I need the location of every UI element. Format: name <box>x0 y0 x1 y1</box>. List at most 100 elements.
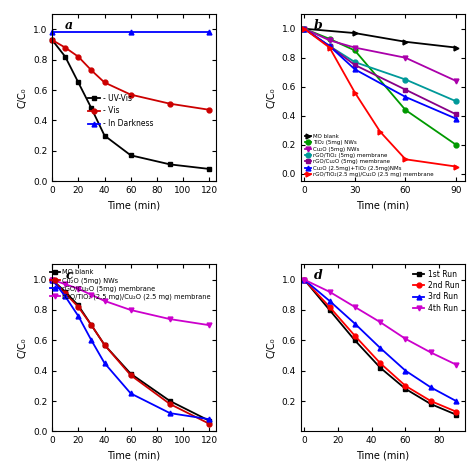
Cu₂O (2.5mg)+TiO₂ (2.5mg)NMs <box>327 43 332 49</box>
4th Run <box>402 336 408 342</box>
- UV-Vis <box>49 37 55 43</box>
MO blank <box>49 277 55 283</box>
Cu₂O (5mg) NWs <box>453 78 459 84</box>
- Vis <box>128 92 134 98</box>
rGO/Cu₂O (5mg) membrane <box>75 313 81 319</box>
rGO/TiO₂ (2.5 mg)/Cu₂O (2.5 mg) membrane <box>206 322 212 328</box>
rGO/TiO₂(2.5 mg)/Cu₂O (2.5 mg) membrane <box>301 26 307 32</box>
Legend: MO blank, Cu₂O (5mg) NWs, rGO/Cu₂O (5mg) membrane, rGO/TiO₂ (2.5 mg)/Cu₂O (2.5 m: MO blank, Cu₂O (5mg) NWs, rGO/Cu₂O (5mg)… <box>48 268 212 301</box>
Line: rGO/TiO₂ (5mg) membrane: rGO/TiO₂ (5mg) membrane <box>302 26 458 104</box>
X-axis label: Time (min): Time (min) <box>356 451 409 461</box>
2nd Run <box>377 360 383 366</box>
rGO/Cu₂O (5mg) membrane <box>301 26 307 32</box>
rGO/TiO₂ (5mg) membrane <box>453 99 459 104</box>
- Vis <box>101 80 107 85</box>
Line: rGO/TiO₂ (2.5 mg)/Cu₂O (2.5 mg) membrane: rGO/TiO₂ (2.5 mg)/Cu₂O (2.5 mg) membrane <box>50 277 212 328</box>
Line: rGO/TiO₂(2.5 mg)/Cu₂O (2.5 mg) membrane: rGO/TiO₂(2.5 mg)/Cu₂O (2.5 mg) membrane <box>302 26 458 169</box>
rGO/TiO₂ (5mg) membrane <box>352 59 358 65</box>
Cu₂O (2.5mg)+TiO₂ (2.5mg)NMs <box>402 94 408 100</box>
rGO/TiO₂(2.5 mg)/Cu₂O (2.5 mg) membrane <box>377 129 383 135</box>
4th Run <box>352 304 358 310</box>
2nd Run <box>428 398 434 404</box>
- UV-Vis <box>128 153 134 158</box>
MO blank <box>167 398 173 404</box>
rGO/TiO₂ (2.5 mg)/Cu₂O (2.5 mg) membrane <box>63 282 68 287</box>
Cu₂O (5mg) NWs <box>327 37 332 43</box>
4th Run <box>428 350 434 356</box>
Line: - UV-Vis: - UV-Vis <box>50 37 212 172</box>
Line: - Vis: - Vis <box>50 37 212 112</box>
Line: MO blank: MO blank <box>302 26 458 50</box>
rGO/TiO₂(2.5 mg)/Cu₂O (2.5 mg) membrane <box>327 45 332 50</box>
TiO₂ (5mg) NWs <box>402 107 408 113</box>
3rd Run <box>352 321 358 327</box>
X-axis label: Time (min): Time (min) <box>108 201 161 210</box>
rGO/TiO₂ (5mg) membrane <box>301 26 307 32</box>
TiO₂ (5mg) NWs <box>453 142 459 147</box>
- Vis <box>63 45 68 50</box>
Text: c: c <box>65 270 73 283</box>
MO blank <box>75 302 81 308</box>
2nd Run <box>352 333 358 338</box>
Text: d: d <box>314 270 323 283</box>
Cu₂O (5mg) NWs <box>89 322 94 328</box>
- Vis <box>206 107 212 113</box>
- In Darkness <box>128 29 134 35</box>
Cu₂O (5mg) NWs <box>352 45 358 50</box>
TiO₂ (5mg) NWs <box>352 48 358 54</box>
- In Darkness <box>49 29 55 35</box>
- UV-Vis <box>63 54 68 60</box>
MO blank <box>206 418 212 424</box>
rGO/TiO₂ (2.5 mg)/Cu₂O (2.5 mg) membrane <box>89 292 94 298</box>
rGO/TiO₂(2.5 mg)/Cu₂O (2.5 mg) membrane <box>352 90 358 95</box>
Line: 1st Run: 1st Run <box>302 277 458 417</box>
4th Run <box>327 289 332 295</box>
4th Run <box>453 362 459 367</box>
Line: - In Darkness: - In Darkness <box>50 30 212 35</box>
rGO/TiO₂ (5mg) membrane <box>402 77 408 82</box>
Cu₂O (2.5mg)+TiO₂ (2.5mg)NMs <box>453 116 459 121</box>
- In Darkness <box>206 29 212 35</box>
Y-axis label: C/C₀: C/C₀ <box>266 337 276 358</box>
MO blank <box>63 289 68 295</box>
Legend: MO blank, TiO₂ (5mg) NWs, Cu₂O (5mg) NWs, rGO/TiO₂ (5mg) membrane, rGO/Cu₂O (5mg: MO blank, TiO₂ (5mg) NWs, Cu₂O (5mg) NWs… <box>304 133 435 178</box>
Line: 4th Run: 4th Run <box>302 277 458 367</box>
3rd Run <box>377 345 383 351</box>
MO blank <box>101 342 107 348</box>
Line: Cu₂O (5mg) NWs: Cu₂O (5mg) NWs <box>50 277 212 426</box>
Cu₂O (5mg) NWs <box>49 277 55 283</box>
MO blank <box>128 371 134 376</box>
rGO/Cu₂O (5mg) membrane <box>128 391 134 396</box>
Cu₂O (5mg) NWs <box>402 55 408 61</box>
- UV-Vis <box>101 133 107 138</box>
3rd Run <box>402 368 408 374</box>
2nd Run <box>453 409 459 414</box>
Line: MO blank: MO blank <box>50 277 212 423</box>
- Vis <box>89 67 94 73</box>
rGO/Cu₂O (5mg) membrane <box>89 337 94 343</box>
rGO/TiO₂ (5mg) membrane <box>327 43 332 49</box>
rGO/Cu₂O (5mg) membrane <box>101 360 107 366</box>
Cu₂O (5mg) NWs <box>101 342 107 348</box>
3rd Run <box>301 277 307 283</box>
2nd Run <box>402 383 408 389</box>
rGO/Cu₂O (5mg) membrane <box>63 293 68 299</box>
TiO₂ (5mg) NWs <box>301 26 307 32</box>
rGO/Cu₂O (5mg) membrane <box>327 43 332 49</box>
Cu₂O (5mg) NWs <box>128 373 134 378</box>
X-axis label: Time (min): Time (min) <box>108 451 161 461</box>
1st Run <box>428 401 434 407</box>
MO blank <box>453 45 459 50</box>
rGO/TiO₂ (2.5 mg)/Cu₂O (2.5 mg) membrane <box>167 316 173 322</box>
rGO/TiO₂ (2.5 mg)/Cu₂O (2.5 mg) membrane <box>128 307 134 313</box>
MO blank <box>89 322 94 328</box>
Cu₂O (2.5mg)+TiO₂ (2.5mg)NMs <box>352 66 358 72</box>
Cu₂O (5mg) NWs <box>167 401 173 407</box>
Line: 3rd Run: 3rd Run <box>302 277 458 403</box>
- Vis <box>167 101 173 107</box>
- UV-Vis <box>206 166 212 172</box>
Text: b: b <box>314 19 323 32</box>
Line: 2nd Run: 2nd Run <box>302 277 458 414</box>
Legend: - UV-Vis, - Vis, - In Darkness: - UV-Vis, - Vis, - In Darkness <box>85 91 156 131</box>
3rd Run <box>453 398 459 404</box>
